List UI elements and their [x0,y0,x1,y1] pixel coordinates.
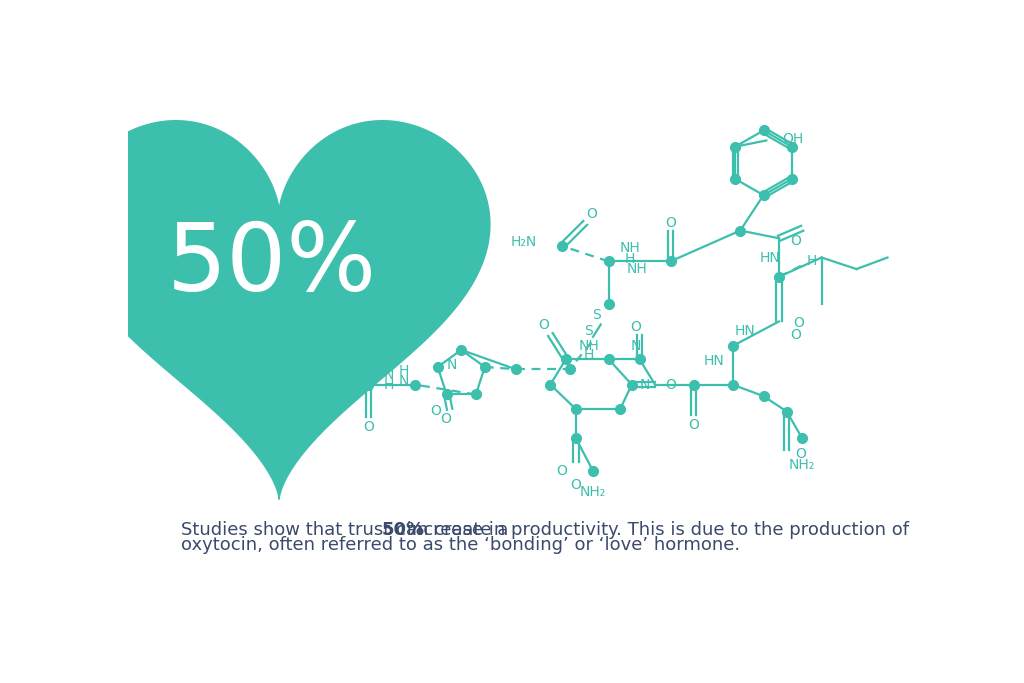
Text: O: O [430,404,441,418]
Text: N: N [640,378,650,391]
Text: H: H [398,364,409,378]
Text: O: O [665,216,676,230]
Text: O: O [796,447,806,461]
Text: increase in productivity. This is due to the production of: increase in productivity. This is due to… [401,520,909,539]
Text: S: S [592,308,601,322]
Text: HN: HN [735,324,756,337]
Text: NH: NH [620,240,641,255]
Text: O: O [538,318,549,331]
Text: 50%: 50% [381,520,425,539]
Text: H₂N: H₂N [183,374,209,388]
Text: O: O [791,328,802,342]
Text: NH₂: NH₂ [580,486,606,499]
Text: N: N [383,368,394,382]
Text: O: O [791,234,802,249]
Text: H: H [806,254,817,268]
Text: H₂N: H₂N [511,235,538,249]
Text: O: O [557,464,567,478]
Text: N: N [631,339,641,353]
Text: O: O [266,335,276,349]
Polygon shape [69,121,489,499]
Text: HN: HN [760,251,780,264]
Text: HN: HN [705,354,725,368]
Text: N: N [446,359,458,372]
Text: O: O [440,413,452,426]
Text: H: H [584,348,594,362]
Text: NH: NH [579,339,599,353]
Text: O: O [570,477,582,492]
Text: O: O [586,207,597,221]
Text: ₂: ₂ [204,389,208,399]
Text: O: O [688,417,699,432]
Text: H: H [383,378,394,391]
Text: N: N [398,374,409,388]
Text: NH: NH [627,262,647,276]
Text: OH: OH [781,132,803,146]
Text: S: S [585,324,593,337]
Text: Studies show that trust can create a: Studies show that trust can create a [180,520,514,539]
Text: O: O [793,316,804,330]
Text: O: O [630,320,641,334]
Text: oxytocin, often referred to as the ‘bonding’ or ‘love’ hormone.: oxytocin, often referred to as the ‘bond… [180,536,739,554]
Text: NH₂: NH₂ [790,458,815,473]
Text: H: H [625,252,635,266]
Text: 50%: 50% [166,219,377,311]
Text: O: O [665,378,676,391]
Text: O: O [362,420,374,434]
